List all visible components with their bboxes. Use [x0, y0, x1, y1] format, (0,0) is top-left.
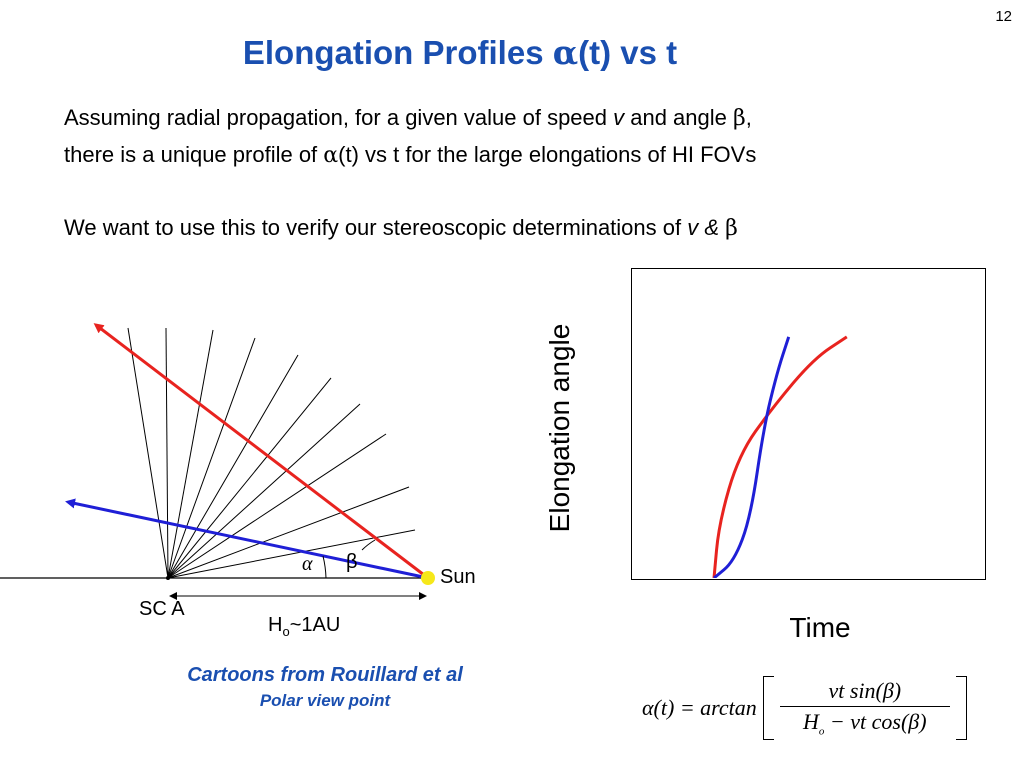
sun-icon: [421, 571, 435, 585]
title-tail: (t) vs t: [578, 34, 678, 71]
chart-x-axis-label: Time: [789, 612, 851, 643]
fan-ray: [167, 377, 332, 579]
beta-arc: [361, 539, 376, 551]
slide-title: Elongation Profiles α(t) vs t: [0, 33, 920, 72]
fan-ray: [127, 327, 169, 579]
speed-symbol: v: [613, 105, 625, 130]
distance-symbol: H: [268, 614, 283, 636]
title-alpha: α: [552, 33, 579, 72]
chart-y-axis-label: Elongation angle: [544, 323, 575, 533]
right-bracket: [955, 676, 967, 740]
red-propagation-arrow: [93, 323, 429, 580]
intro-text: there is a unique profile of: [64, 142, 324, 167]
distance-value: ~1AU: [289, 614, 341, 636]
credits-line-1: Cartoons from Rouillard et al: [187, 664, 463, 686]
elongation-formula: α(t) = arctan vt sin(β) Ho − vt cos(β): [642, 676, 967, 740]
sun-label: Sun: [440, 566, 476, 588]
elongation-chart: [631, 268, 986, 580]
fan-ray: [167, 403, 361, 579]
fan-ray: [167, 329, 214, 579]
beta-symbol: β: [725, 216, 738, 241]
chart-series-2-line: [713, 336, 791, 578]
fan-ray: [165, 327, 169, 579]
intro-text: and angle: [624, 105, 733, 130]
alpha-label: α: [302, 553, 313, 575]
intro-line-1: Assuming radial propagation, for a given…: [64, 100, 964, 137]
fan-ray: [167, 433, 387, 579]
intro-text: (t) vs t for the large elongations of HI…: [338, 142, 757, 167]
page-number: 12: [995, 8, 1012, 25]
fraction: vt sin(β) Ho − vt cos(β): [774, 678, 956, 738]
spacecraft-point: [166, 576, 170, 580]
denominator-h: H: [803, 709, 819, 735]
intro-text: Assuming radial propagation, for a given…: [64, 105, 614, 130]
chart-series-1-line: [712, 335, 848, 578]
denominator-rest: − vt cos(β): [824, 709, 927, 735]
title-text: Elongation Profiles: [242, 34, 553, 71]
goal-text: We want to use this to verify our stereo…: [64, 215, 688, 240]
fan-ray: [167, 354, 299, 579]
fan-rays: [127, 327, 416, 579]
goal-paragraph: We want to use this to verify our stereo…: [64, 210, 964, 247]
blue-propagation-arrow: [65, 498, 429, 580]
intro-paragraph: Assuming radial propagation, for a given…: [64, 100, 964, 174]
alpha-arc: [322, 555, 327, 579]
formula-denominator: Ho − vt cos(β): [803, 707, 927, 737]
spacecraft-label: SC A: [139, 598, 185, 620]
fraction-bar: [779, 706, 950, 708]
credits-line-2: Polar view point: [259, 691, 391, 710]
fan-ray: [167, 337, 256, 579]
left-bracket: [762, 676, 774, 740]
formula-lhs: α(t) = arctan: [642, 695, 757, 720]
distance-label: Ho~1AU: [268, 614, 340, 639]
distance-subscript: o: [282, 624, 290, 639]
geometry-diagram: [0, 323, 435, 600]
chart-plot-area: [712, 335, 848, 578]
alpha-symbol: α: [323, 143, 339, 168]
fan-ray: [167, 486, 410, 579]
beta-symbol: β: [733, 106, 746, 131]
credits: Cartoons from Rouillard et al Polar view…: [100, 664, 550, 711]
speed-and-symbol: v &: [687, 215, 726, 240]
intro-text: ,: [745, 105, 752, 130]
beta-label: β: [346, 551, 358, 573]
denominator-subscript: o: [818, 725, 825, 738]
intro-line-2: there is a unique profile of α(t) vs t f…: [64, 137, 964, 174]
formula-numerator: vt sin(β): [828, 678, 902, 704]
